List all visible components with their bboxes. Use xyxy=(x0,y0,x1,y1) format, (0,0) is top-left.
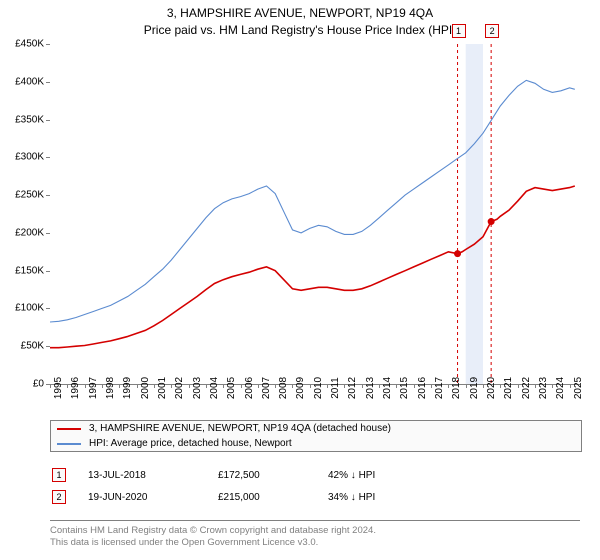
y-axis-label: £400K xyxy=(15,76,44,87)
x-axis-label: 1998 xyxy=(105,377,116,399)
transaction-vs-hpi: 34% ↓ HPI xyxy=(328,492,458,503)
chart-title-address: 3, HAMPSHIRE AVENUE, NEWPORT, NP19 4QA xyxy=(0,0,600,20)
footer-line: This data is licensed under the Open Gov… xyxy=(50,537,580,549)
y-axis-label: £50K xyxy=(21,341,44,352)
legend-swatch xyxy=(57,443,81,445)
y-axis-label: £250K xyxy=(15,190,44,201)
x-axis-label: 2000 xyxy=(140,377,151,399)
x-axis-label: 2016 xyxy=(417,377,428,399)
x-axis-label: 2002 xyxy=(174,377,185,399)
x-axis-label: 2017 xyxy=(434,377,445,399)
x-axis-label: 2020 xyxy=(486,377,497,399)
chart-plot xyxy=(50,44,580,385)
transaction-row: 1 13-JUL-2018£172,50042% ↓ HPI xyxy=(50,464,580,486)
x-axis-label: 2015 xyxy=(399,377,410,399)
x-axis-label: 1996 xyxy=(70,377,81,399)
transaction-index-box: 2 xyxy=(52,490,66,504)
footer-line: Contains HM Land Registry data © Crown c… xyxy=(50,525,580,537)
x-axis-label: 2003 xyxy=(192,377,203,399)
x-axis-label: 2019 xyxy=(469,377,480,399)
x-axis-label: 2021 xyxy=(503,377,514,399)
x-axis-label: 2018 xyxy=(451,377,462,399)
sale-marker-label: 1 xyxy=(452,24,466,38)
chart-subtitle: Price paid vs. HM Land Registry's House … xyxy=(0,20,600,37)
y-axis-label: £450K xyxy=(15,39,44,50)
y-axis-label: £150K xyxy=(15,265,44,276)
legend-label: 3, HAMPSHIRE AVENUE, NEWPORT, NP19 4QA (… xyxy=(89,423,391,434)
legend-item: 3, HAMPSHIRE AVENUE, NEWPORT, NP19 4QA (… xyxy=(51,421,581,436)
x-axis-label: 2022 xyxy=(521,377,532,399)
transaction-price: £172,500 xyxy=(218,470,328,481)
x-axis-label: 2001 xyxy=(157,377,168,399)
x-axis-label: 2004 xyxy=(209,377,220,399)
transaction-price: £215,000 xyxy=(218,492,328,503)
x-axis-label: 2008 xyxy=(278,377,289,399)
x-axis-label: 2013 xyxy=(365,377,376,399)
x-axis-label: 2012 xyxy=(347,377,358,399)
legend-label: HPI: Average price, detached house, Newp… xyxy=(89,438,292,449)
legend: 3, HAMPSHIRE AVENUE, NEWPORT, NP19 4QA (… xyxy=(50,420,582,452)
y-axis-label: £0 xyxy=(33,379,44,390)
y-axis-label: £300K xyxy=(15,152,44,163)
x-axis-label: 2025 xyxy=(573,377,584,399)
y-axis-label: £350K xyxy=(15,114,44,125)
x-axis-label: 2009 xyxy=(295,377,306,399)
chart-area: £0£50K£100K£150K£200K£250K£300K£350K£400… xyxy=(50,44,580,404)
transaction-date: 19-JUN-2020 xyxy=(88,492,218,503)
transaction-vs-hpi: 42% ↓ HPI xyxy=(328,470,458,481)
x-axis-label: 1995 xyxy=(53,377,64,399)
x-axis-label: 2014 xyxy=(382,377,393,399)
y-axis-label: £100K xyxy=(15,303,44,314)
x-axis-label: 2005 xyxy=(226,377,237,399)
chart-svg xyxy=(50,44,580,384)
x-axis-label: 2010 xyxy=(313,377,324,399)
x-axis-label: 1997 xyxy=(88,377,99,399)
sale-marker-label: 2 xyxy=(485,24,499,38)
x-axis-label: 2007 xyxy=(261,377,272,399)
x-axis-label: 2006 xyxy=(244,377,255,399)
x-axis-label: 2024 xyxy=(555,377,566,399)
transaction-date: 13-JUL-2018 xyxy=(88,470,218,481)
transaction-index-box: 1 xyxy=(52,468,66,482)
legend-swatch xyxy=(57,428,81,430)
footer-attribution: Contains HM Land Registry data © Crown c… xyxy=(50,520,580,550)
x-axis-label: 2011 xyxy=(330,377,341,399)
x-axis-label: 1999 xyxy=(122,377,133,399)
y-axis-label: £200K xyxy=(15,227,44,238)
x-axis-label: 2023 xyxy=(538,377,549,399)
transaction-row: 2 19-JUN-2020£215,00034% ↓ HPI xyxy=(50,486,580,508)
transaction-table: 1 13-JUL-2018£172,50042% ↓ HPI 2 19-JUN-202… xyxy=(50,464,580,508)
legend-item: HPI: Average price, detached house, Newp… xyxy=(51,436,581,451)
